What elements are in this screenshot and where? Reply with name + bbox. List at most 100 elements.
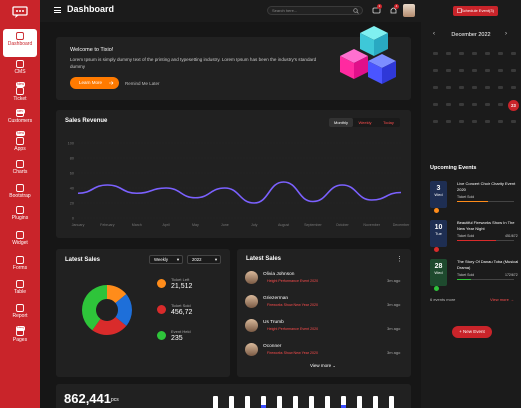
sale-event: Fireworks Show New Year 2020	[267, 351, 318, 355]
sidebar: Dashboard CMS New Ticket New Customers New Apps…	[0, 0, 40, 408]
app-logo-icon[interactable]	[12, 4, 28, 20]
user-avatar[interactable]	[403, 4, 415, 17]
sidebar-item-cms[interactable]: CMS New	[0, 57, 40, 88]
search-input[interactable]: Search here...	[267, 6, 363, 15]
sidebar-item-bootstrap[interactable]: Bootstrap	[0, 181, 40, 209]
calendar-day[interactable]	[485, 120, 490, 123]
calendar-day[interactable]	[472, 69, 477, 72]
calendar-day[interactable]	[498, 103, 503, 106]
calendar-day[interactable]	[446, 120, 451, 123]
sidebar-item-forms[interactable]: Forms	[0, 253, 40, 281]
tab-today[interactable]: Today	[383, 120, 394, 125]
sidebar-item-apps[interactable]: Apps	[0, 134, 40, 162]
list-item[interactable]: Us Trumb Height Performance Event 2020 3m …	[237, 317, 411, 337]
sidebar-item-pages[interactable]: Pages	[0, 325, 40, 353]
sidebar-item-plugins[interactable]: Plugins	[0, 203, 40, 231]
period-select[interactable]: Weekly ▾	[149, 255, 183, 264]
sidebar-item-label: Bootstrap	[9, 193, 31, 199]
sidebar-item-charts[interactable]: Charts	[0, 157, 40, 185]
calendar-day[interactable]	[433, 52, 438, 55]
calendar-day[interactable]	[459, 69, 464, 72]
donut-slice	[115, 294, 132, 326]
upcoming-view-more-link[interactable]: View more →	[490, 297, 514, 302]
calendar-day[interactable]	[446, 103, 451, 106]
calendar-icon	[457, 8, 462, 13]
tab-monthly[interactable]: Monthly	[329, 118, 353, 127]
learn-more-button[interactable]: Learn More	[70, 77, 119, 89]
event-progress	[457, 240, 514, 241]
remind-later-link[interactable]: Remind Me Later	[125, 81, 160, 86]
upcoming-view-more-label: View more	[490, 297, 509, 302]
list-item[interactable]: Oconner Fireworks Show New Year 2020 3m ag…	[237, 341, 411, 361]
calendar-day[interactable]	[433, 86, 438, 89]
event-title[interactable]: Beautiful Fireworks Show In The New Year…	[457, 220, 515, 231]
x-tick-label: June	[221, 223, 229, 227]
calendar-day[interactable]	[459, 103, 464, 106]
calendar-day[interactable]	[459, 52, 464, 55]
search-icon[interactable]	[353, 8, 359, 14]
calendar-day[interactable]	[472, 52, 477, 55]
event-title[interactable]: Live Concert Choir Charity Event 2020	[457, 181, 516, 192]
calendar-day[interactable]	[498, 86, 503, 89]
event-ticket-count: 451/672	[505, 234, 518, 238]
new-event-button[interactable]: + New Event	[452, 326, 492, 338]
menu-toggle-icon[interactable]	[54, 7, 61, 13]
calendar-day[interactable]	[485, 52, 490, 55]
event-date-card[interactable]: 3 Wed	[430, 181, 447, 208]
calendar-day[interactable]	[459, 120, 464, 123]
y-tick-label: 100	[68, 142, 74, 146]
next-month-icon[interactable]: ›	[505, 31, 507, 37]
calendar-day[interactable]	[446, 86, 451, 89]
event-date-card[interactable]: 28 Wed	[430, 259, 447, 286]
calendar-day[interactable]: 23	[508, 100, 519, 111]
schedule-event-button[interactable]: Schedule Event(3)	[453, 6, 498, 16]
calendar-day[interactable]	[511, 52, 516, 55]
calendar-day[interactable]	[498, 120, 503, 123]
tab-weekly[interactable]: Weekly	[358, 120, 372, 125]
calendar-day[interactable]	[485, 103, 490, 106]
calendar-day[interactable]	[433, 103, 438, 106]
x-tick-label: August	[278, 223, 289, 227]
charts-icon	[16, 160, 24, 168]
calendar-day[interactable]	[446, 69, 451, 72]
view-more-link[interactable]: View more ⌄	[310, 363, 336, 368]
calendar-day[interactable]	[511, 69, 516, 72]
calendar-day[interactable]	[511, 86, 516, 89]
sidebar-item-label: Charts	[12, 169, 28, 175]
list-item[interactable]: Olivia Johnson Height Performance Event 2…	[237, 269, 411, 289]
calendar-day[interactable]	[485, 69, 490, 72]
calendar-day[interactable]	[472, 120, 477, 123]
calendar-day[interactable]	[433, 69, 438, 72]
calendar-day[interactable]	[511, 120, 516, 123]
event-day: 10	[434, 224, 443, 231]
event-ticket-label: Ticket Sold	[457, 234, 475, 238]
calendar-day[interactable]	[472, 103, 477, 106]
sidebar-item-dashboard[interactable]: Dashboard	[3, 29, 37, 57]
more-options-icon[interactable]: ⋮	[396, 256, 403, 263]
sidebar-item-widget[interactable]: Widget	[0, 228, 40, 256]
event-title[interactable]: The Story Of Danau Toba (Musical Drama)	[457, 259, 519, 270]
event-dot	[434, 286, 439, 291]
mini-bar	[309, 396, 314, 408]
calendar-day[interactable]	[459, 86, 464, 89]
sale-event: Fireworks Show New Year 2020	[267, 303, 318, 307]
calendar-day[interactable]	[485, 86, 490, 89]
year-select[interactable]: 2022 ▾	[187, 255, 221, 264]
sidebar-item-table[interactable]: Table	[0, 277, 40, 305]
prev-month-icon[interactable]: ‹	[433, 31, 435, 37]
bell-icon[interactable]	[389, 6, 398, 15]
event-date-card[interactable]: 10 Tue	[430, 220, 447, 247]
calendar-day[interactable]	[498, 52, 503, 55]
list-item[interactable]: Griezerman Fireworks Show New Year 2020 3m…	[237, 293, 411, 313]
legend-value: 456,72	[171, 309, 193, 316]
calendar-day[interactable]	[446, 52, 451, 55]
sidebar-item-ticket[interactable]: Ticket New	[0, 84, 40, 115]
legend-value: 235	[171, 335, 183, 342]
calendar-day[interactable]	[498, 69, 503, 72]
sidebar-item-customers[interactable]: Customers New	[0, 106, 40, 137]
message-icon[interactable]	[372, 6, 381, 15]
sidebar-item-label: Report	[12, 313, 28, 319]
calendar-day[interactable]	[433, 120, 438, 123]
x-tick-label: April	[162, 223, 169, 227]
calendar-day[interactable]	[472, 86, 477, 89]
